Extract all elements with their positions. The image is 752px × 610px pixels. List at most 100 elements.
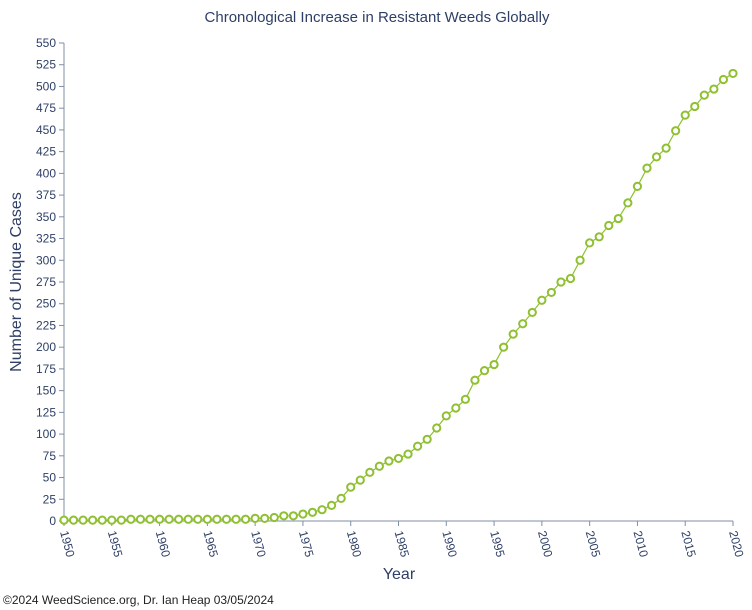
data-point (680, 110, 690, 120)
data-point (221, 514, 232, 524)
data-point (164, 514, 174, 524)
y-tick-label: 200 (36, 340, 56, 354)
y-tick-label: 250 (36, 297, 56, 311)
data-point (145, 514, 155, 524)
data-point (699, 90, 709, 100)
y-tick-label: 525 (36, 58, 56, 72)
data-point (107, 515, 117, 525)
y-tick-label: 400 (36, 166, 56, 180)
x-tick-label: 1985 (392, 529, 413, 559)
y-tick-label: 375 (36, 188, 56, 202)
y-tick-label: 125 (36, 405, 56, 419)
y-tick-label: 25 (43, 492, 57, 506)
data-point (403, 449, 413, 459)
x-tick-label: 2010 (631, 529, 652, 559)
data-point (546, 287, 557, 298)
data-point (240, 514, 251, 524)
data-point (231, 514, 241, 524)
data-point (441, 411, 451, 421)
data-point (728, 68, 738, 79)
data-point (718, 74, 729, 85)
x-tick-label: 2005 (583, 529, 604, 559)
y-tick-label: 475 (36, 101, 56, 115)
y-tick-label: 425 (36, 145, 56, 159)
data-point (623, 198, 633, 208)
data-points (59, 68, 738, 525)
data-point (59, 515, 69, 525)
y-tick-label: 50 (43, 471, 57, 485)
y-tick-label: 150 (36, 384, 56, 398)
data-point (355, 475, 365, 485)
x-tick-label: 1955 (105, 529, 126, 559)
chart-title: Chronological Increase in Resistant Weed… (205, 9, 550, 26)
y-tick-label: 450 (36, 123, 56, 137)
data-point (690, 101, 700, 112)
data-point (508, 329, 518, 339)
data-point (250, 513, 260, 523)
y-tick-label: 175 (36, 362, 56, 376)
y-tick-label: 300 (36, 253, 56, 267)
data-point (212, 514, 222, 524)
data-point (432, 423, 442, 433)
x-tick-label: 1995 (487, 529, 508, 559)
data-point (365, 467, 375, 477)
data-point (604, 220, 614, 231)
y-tick-label: 0 (49, 514, 56, 528)
data-point (422, 434, 432, 444)
data-point (260, 513, 270, 523)
data-point (451, 403, 461, 413)
footer-credit: ©2024 WeedScience.org, Dr. Ian Heap 03/0… (3, 593, 274, 607)
data-point (585, 238, 595, 248)
data-point (413, 441, 423, 451)
x-tick-label: 1975 (296, 529, 317, 559)
data-point (346, 482, 356, 492)
data-point (499, 342, 509, 352)
data-point (470, 375, 480, 385)
data-point (479, 366, 490, 376)
y-tick-label: 550 (36, 36, 56, 50)
data-point (518, 319, 528, 329)
data-point (88, 515, 98, 525)
data-point (671, 126, 681, 136)
y-tick-label: 275 (36, 275, 56, 289)
data-point (556, 277, 566, 287)
y-tick-label: 225 (36, 318, 56, 332)
data-point (202, 514, 212, 524)
y-tick-label: 350 (36, 210, 56, 224)
x-tick-label: 2020 (726, 529, 747, 559)
x-tick-label: 2000 (535, 529, 556, 559)
data-point (298, 509, 308, 519)
data-point (269, 512, 279, 523)
x-tick-label: 1960 (153, 529, 174, 559)
data-point (565, 273, 576, 284)
y-axis: 0 25 50 75 100 125 150 175 200 225 250 275 300 325 350… (36, 36, 65, 528)
x-tick-label: 1980 (344, 529, 365, 559)
data-point (193, 514, 203, 524)
data-point (154, 514, 165, 524)
data-point (68, 515, 79, 525)
data-point (594, 232, 604, 242)
data-point (126, 514, 136, 524)
data-point (116, 515, 126, 525)
data-point (97, 515, 107, 525)
x-tick-label: 1970 (248, 529, 269, 559)
data-point (460, 394, 470, 404)
data-point (327, 500, 337, 510)
x-axis: 1950 1955 1960 1965 1970 1975 1980 1985 1990 1995… (57, 520, 747, 559)
data-point (183, 514, 193, 524)
data-point (135, 514, 146, 524)
data-point (613, 213, 623, 224)
data-point (661, 143, 671, 153)
series-line (64, 72, 734, 521)
data-point (307, 507, 318, 517)
y-tick-label: 500 (36, 79, 56, 93)
data-point (632, 181, 643, 191)
data-point (288, 511, 298, 521)
data-point (527, 307, 537, 318)
data-point (709, 84, 719, 94)
y-tick-label: 325 (36, 232, 56, 246)
data-point (575, 255, 585, 265)
y-axis-label: Number of Unique Cases (8, 192, 25, 372)
data-point (317, 505, 327, 515)
